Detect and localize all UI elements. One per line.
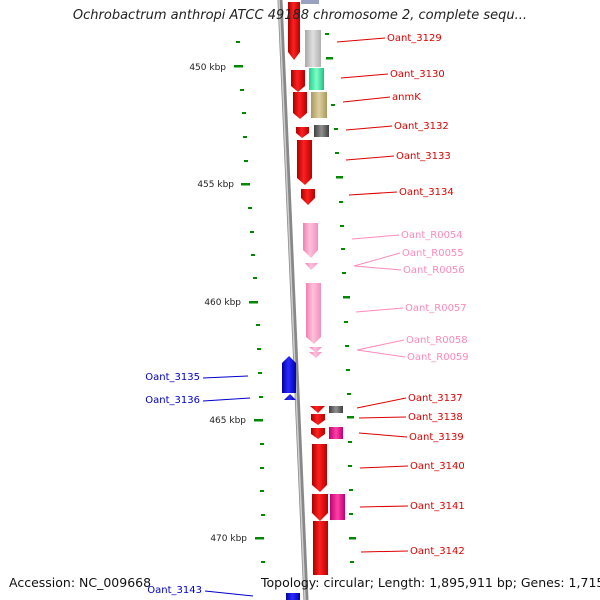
gene-label[interactable]: anmK — [392, 92, 421, 103]
feature-tan-block — [311, 92, 327, 118]
gene-label[interactable]: Oant_R0057 — [405, 303, 467, 314]
scale-label: 455 kbp — [197, 180, 234, 190]
scale-ruler-right — [325, 33, 356, 563]
gene-track-reverse — [282, 0, 319, 600]
gene-label[interactable]: Oant_R0055 — [402, 248, 464, 259]
feature-dark-block — [314, 125, 329, 137]
gene-label[interactable]: Oant_3137 — [408, 393, 463, 404]
feature-magenta-block-2 — [330, 494, 345, 520]
gene-label[interactable]: Oant_3136 — [145, 395, 200, 406]
gene-label[interactable]: Oant_3139 — [409, 432, 464, 443]
gene-oant-3137[interactable] — [310, 406, 325, 413]
gene-oant-3132[interactable] — [296, 127, 309, 138]
feature-grey-block — [305, 30, 321, 67]
feature-dark-block-2 — [329, 406, 343, 413]
feature-teal-block — [309, 68, 324, 90]
gene-label[interactable]: Oant_3142 — [410, 546, 465, 557]
gene-oant-3142[interactable] — [313, 521, 328, 575]
gene-oant-3134[interactable] — [301, 189, 315, 205]
scale-label: 470 kbp — [210, 534, 247, 544]
gene-anmk[interactable] — [293, 92, 307, 119]
gene-label[interactable]: Oant_3129 — [387, 33, 442, 44]
gene-oant-3138[interactable] — [311, 414, 325, 425]
gene-oant-3139[interactable] — [311, 428, 325, 439]
gene-label[interactable]: Oant_3134 — [399, 187, 454, 198]
gene-label[interactable]: Oant_3130 — [390, 69, 445, 80]
gene-label[interactable]: Oant_3143 — [147, 585, 202, 596]
gene-label[interactable]: Oant_R0059 — [407, 352, 469, 363]
gene-oant-3135[interactable] — [282, 356, 296, 393]
gene-label[interactable]: Oant_R0056 — [403, 265, 465, 276]
page-title: Ochrobactrum anthropi ATCC 49188 chromos… — [72, 8, 528, 23]
feature-grey-top — [301, 0, 319, 4]
gene-track-main — [288, 2, 328, 575]
scale-label: 460 kbp — [204, 298, 241, 308]
gene-oant-3130[interactable] — [291, 70, 305, 92]
scale-label: 450 kbp — [189, 63, 226, 73]
gene-oant-r0059[interactable] — [309, 352, 322, 358]
gene-label[interactable]: Oant_3135 — [145, 372, 200, 383]
gene-oant-r0054[interactable] — [303, 223, 318, 258]
feature-magenta-block — [329, 427, 343, 439]
gene-oant-r0055[interactable] — [305, 263, 318, 270]
gene-oant-3136[interactable] — [284, 394, 296, 400]
scale-label: 465 kbp — [209, 416, 246, 426]
gene-oant-r0058[interactable] — [309, 347, 322, 353]
gene-oant-3140[interactable] — [312, 444, 327, 492]
gene-label[interactable]: Oant_3141 — [410, 501, 465, 512]
chromosome-backbone-highlight — [278, 0, 306, 600]
gene-label[interactable]: Oant_R0058 — [406, 335, 468, 346]
gene-oant-3133[interactable] — [297, 140, 312, 185]
gene-label[interactable]: Oant_3138 — [408, 412, 463, 423]
gene-oant-3143[interactable] — [286, 593, 300, 600]
accession-label: Accession: NC_009668 — [9, 575, 152, 590]
gene-label[interactable]: Oant_3140 — [410, 461, 465, 472]
chromosome-backbone — [277, 0, 309, 600]
gene-oant-3129[interactable] — [288, 2, 300, 60]
gene-label[interactable]: Oant_R0054 — [401, 230, 463, 241]
gene-oant-r0057[interactable] — [306, 283, 321, 344]
gene-oant-3141[interactable] — [312, 494, 328, 521]
topology-label: Topology: circular; Length: 1,895,911 bp… — [261, 575, 600, 590]
label-leaders — [202, 37, 409, 597]
gene-track-secondary — [305, 30, 345, 520]
gene-label[interactable]: Oant_3132 — [394, 121, 449, 132]
gene-label[interactable]: Oant_3133 — [396, 151, 451, 162]
scale-ruler — [234, 41, 265, 563]
